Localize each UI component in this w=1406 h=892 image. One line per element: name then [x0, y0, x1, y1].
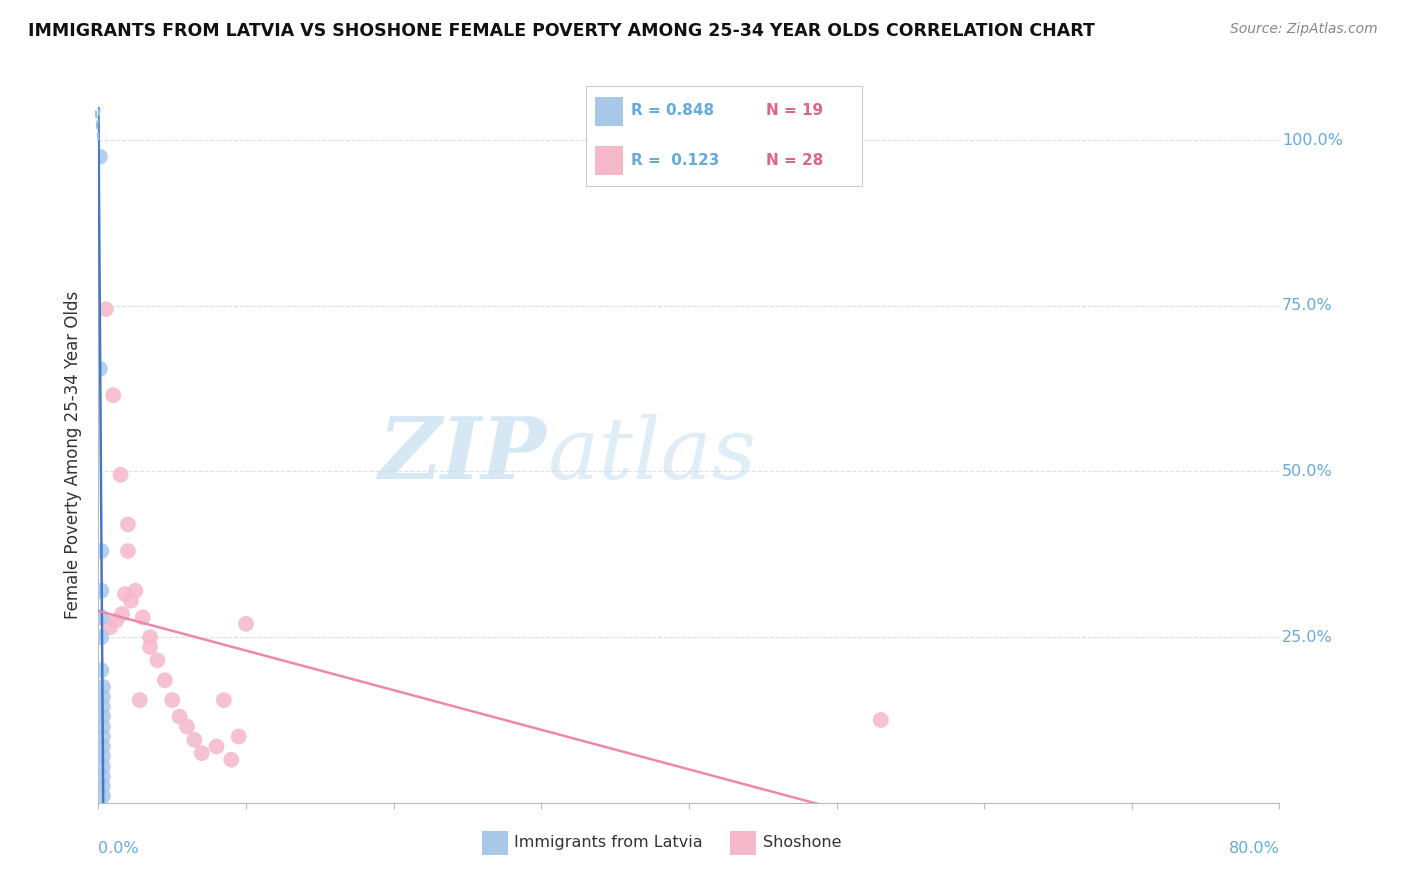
Point — [120, 593, 142, 607]
Point — [94, 302, 117, 317]
Point — [146, 653, 169, 667]
Text: N = 28: N = 28 — [766, 153, 824, 169]
Point — [869, 713, 891, 727]
Point — [139, 630, 162, 644]
Point — [110, 467, 132, 482]
Point — [111, 607, 134, 621]
Point — [128, 693, 150, 707]
Text: R =  0.123: R = 0.123 — [631, 153, 720, 169]
Point — [91, 759, 114, 773]
Point — [205, 739, 228, 754]
Point — [91, 730, 114, 744]
Point — [162, 693, 183, 707]
Text: 80.0%: 80.0% — [1229, 841, 1279, 856]
Text: 0.0%: 0.0% — [98, 841, 139, 856]
Point — [89, 361, 111, 376]
Point — [90, 663, 112, 677]
Point — [139, 640, 162, 654]
Text: R = 0.848: R = 0.848 — [631, 103, 714, 119]
Point — [90, 630, 112, 644]
Point — [117, 517, 139, 532]
Text: ZIP: ZIP — [380, 413, 547, 497]
Point — [91, 720, 114, 734]
Point — [169, 709, 191, 723]
Bar — [730, 830, 756, 855]
Y-axis label: Female Poverty Among 25-34 Year Olds: Female Poverty Among 25-34 Year Olds — [65, 291, 83, 619]
Point — [91, 680, 114, 694]
Text: Shoshone: Shoshone — [763, 835, 842, 850]
Point — [153, 673, 176, 688]
Point — [183, 732, 205, 747]
Bar — [595, 146, 623, 175]
Point — [176, 720, 198, 734]
Point — [91, 739, 114, 754]
Point — [91, 749, 114, 764]
Point — [117, 544, 139, 558]
Point — [91, 779, 114, 793]
Point — [91, 709, 114, 723]
Point — [98, 620, 121, 634]
Point — [90, 544, 112, 558]
Text: N = 19: N = 19 — [766, 103, 824, 119]
Text: Source: ZipAtlas.com: Source: ZipAtlas.com — [1230, 22, 1378, 37]
Point — [235, 616, 257, 631]
Point — [219, 753, 242, 767]
Point — [91, 769, 114, 783]
Point — [114, 587, 136, 601]
Point — [103, 388, 125, 402]
Text: 25.0%: 25.0% — [1282, 630, 1333, 645]
Point — [124, 583, 146, 598]
Point — [89, 150, 111, 164]
Point — [132, 610, 155, 624]
Text: Immigrants from Latvia: Immigrants from Latvia — [515, 835, 703, 850]
Point — [105, 614, 128, 628]
Point — [91, 789, 114, 804]
Text: 50.0%: 50.0% — [1282, 464, 1333, 479]
Text: 100.0%: 100.0% — [1282, 133, 1343, 148]
Point — [191, 746, 214, 760]
Point — [212, 693, 235, 707]
Point — [90, 610, 112, 624]
Bar — [482, 830, 508, 855]
Text: IMMIGRANTS FROM LATVIA VS SHOSHONE FEMALE POVERTY AMONG 25-34 YEAR OLDS CORRELAT: IMMIGRANTS FROM LATVIA VS SHOSHONE FEMAL… — [28, 22, 1095, 40]
Point — [228, 730, 250, 744]
FancyBboxPatch shape — [586, 86, 862, 186]
Point — [91, 699, 114, 714]
Bar — [595, 97, 623, 126]
Text: atlas: atlas — [547, 414, 756, 496]
Point — [91, 690, 114, 704]
Point — [90, 583, 112, 598]
Text: 75.0%: 75.0% — [1282, 298, 1333, 313]
